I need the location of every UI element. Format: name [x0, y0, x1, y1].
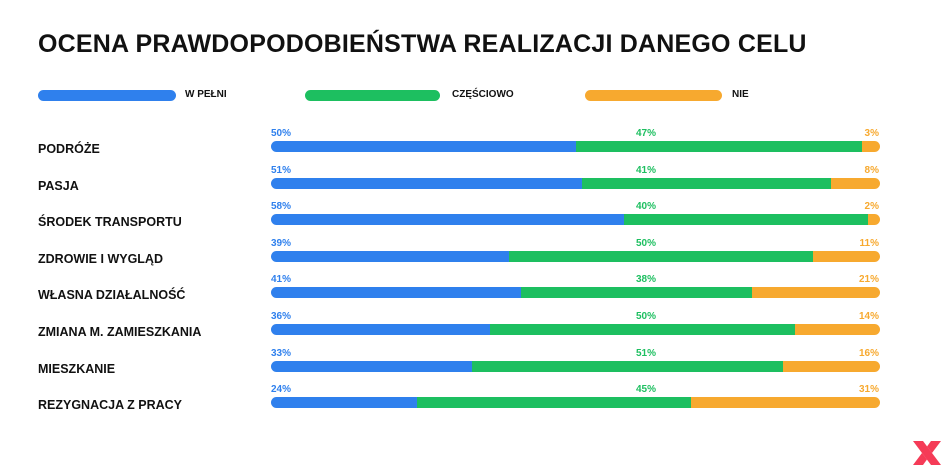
- bar-segment-czesciowo: [490, 324, 795, 335]
- bar-segment-w-pelni: [271, 177, 582, 189]
- stacked-bar: [271, 397, 880, 409]
- data-label-nie: 3%: [864, 128, 879, 139]
- legend-swatch-czesciowo: [305, 90, 440, 101]
- stacked-bar: [271, 324, 880, 335]
- data-label-czesciowo: 50%: [636, 237, 657, 249]
- data-label-czesciowo: 50%: [636, 311, 657, 322]
- data-label-nie: 2%: [864, 201, 879, 213]
- bar-segment-nie: [752, 287, 880, 299]
- data-label-w-pelni: 41%: [271, 274, 292, 286]
- bar-segment-czesciowo: [624, 214, 868, 226]
- category-label: ZMIANA M. ZAMIESZKANIA: [38, 325, 202, 339]
- bar-segment-w-pelni: [271, 141, 576, 152]
- stacked-bar: [271, 360, 880, 372]
- bar-segment-nie: [867, 214, 880, 226]
- data-label-nie: 8%: [864, 164, 879, 176]
- data-label-w-pelni: 39%: [271, 237, 292, 249]
- bar-segment-w-pelni: [271, 360, 472, 372]
- category-label: PASJA: [38, 178, 79, 193]
- bar-segment-nie: [691, 397, 880, 409]
- data-label-w-pelni: 33%: [271, 347, 292, 359]
- stacked-bar: [271, 287, 880, 299]
- chart-row: ZDROWIE I WYGLĄD 39% 50% 11%: [0, 238, 949, 268]
- chart-row: ZMIANA M. ZAMIESZKANIA 36% 50% 14%: [0, 311, 949, 341]
- category-label: WŁASNA DZIAŁALNOŚĆ: [38, 288, 186, 303]
- data-label-nie: 21%: [858, 274, 879, 286]
- chart-row: PASJA 51% 41% 8%: [0, 165, 949, 195]
- bar-segment-w-pelni: [271, 324, 491, 335]
- legend-label-nie: NIE: [732, 89, 749, 100]
- chart-row: WŁASNA DZIAŁALNOŚĆ 41% 38% 21%: [0, 274, 949, 304]
- bar-segment-nie: [813, 250, 880, 262]
- bar-segment-w-pelni: [271, 250, 509, 262]
- legend-swatch-nie: [585, 90, 722, 101]
- data-label-w-pelni: 36%: [271, 311, 292, 322]
- data-label-w-pelni: 58%: [271, 201, 292, 213]
- bar-segment-nie: [831, 177, 880, 189]
- legend-swatch-w-pelni: [38, 90, 176, 101]
- data-label-czesciowo: 51%: [636, 347, 657, 359]
- stacked-bar: [271, 177, 880, 189]
- chart-row: PODRÓŻE 50% 47% 3%: [0, 128, 949, 158]
- chart-row: ŚRODEK TRANSPORTU 58% 40% 2%: [0, 201, 949, 231]
- bar-segment-nie: [861, 141, 880, 152]
- data-label-nie: 14%: [858, 311, 879, 322]
- data-label-w-pelni: 51%: [271, 164, 292, 176]
- stacked-bar: [271, 250, 880, 262]
- data-label-czesciowo: 45%: [636, 384, 657, 396]
- bar-segment-czesciowo: [520, 287, 753, 299]
- chart-title: OCENA PRAWDOPODOBIEŃSTWA REALIZACJI DANE…: [38, 30, 807, 58]
- chart-row: REZYGNACJA Z PRACY 24% 45% 31%: [0, 384, 949, 414]
- data-label-nie: 16%: [858, 347, 879, 359]
- category-label: ŚRODEK TRANSPORTU: [38, 215, 182, 230]
- bar-segment-czesciowo: [581, 177, 832, 189]
- data-label-czesciowo: 41%: [636, 164, 657, 176]
- bar-segment-w-pelni: [271, 214, 625, 226]
- bar-segment-czesciowo: [575, 141, 862, 152]
- chart-row: MIESZKANIE 33% 51% 16%: [0, 348, 949, 378]
- data-label-nie: 11%: [859, 237, 879, 249]
- data-label-czesciowo: 38%: [636, 274, 657, 286]
- stacked-bar: [271, 214, 880, 226]
- data-label-w-pelni: 50%: [271, 128, 292, 139]
- legend: W PEŁNI CZĘŚCIOWO NIE: [0, 88, 949, 104]
- bar-segment-czesciowo: [417, 397, 692, 409]
- data-label-czesciowo: 47%: [636, 128, 657, 139]
- bar-segment-nie: [782, 360, 880, 372]
- category-label: REZYGNACJA Z PRACY: [38, 398, 182, 413]
- data-label-nie: 31%: [858, 384, 879, 396]
- legend-label-w-pelni: W PEŁNI: [185, 89, 227, 100]
- data-label-w-pelni: 24%: [271, 384, 292, 396]
- stacked-bar: [271, 141, 880, 152]
- bar-segment-czesciowo: [471, 360, 783, 372]
- category-label: ZDROWIE I WYGLĄD: [38, 251, 163, 266]
- category-label: MIESZKANIE: [38, 361, 116, 376]
- bar-segment-w-pelni: [271, 397, 418, 409]
- bar-segment-w-pelni: [271, 287, 521, 299]
- bar-segment-nie: [794, 324, 880, 335]
- brand-x-logo-icon: [913, 441, 941, 465]
- legend-label-czesciowo: CZĘŚCIOWO: [452, 89, 514, 100]
- category-label: PODRÓŻE: [38, 142, 100, 156]
- bar-segment-czesciowo: [508, 250, 813, 262]
- data-label-czesciowo: 40%: [636, 201, 657, 213]
